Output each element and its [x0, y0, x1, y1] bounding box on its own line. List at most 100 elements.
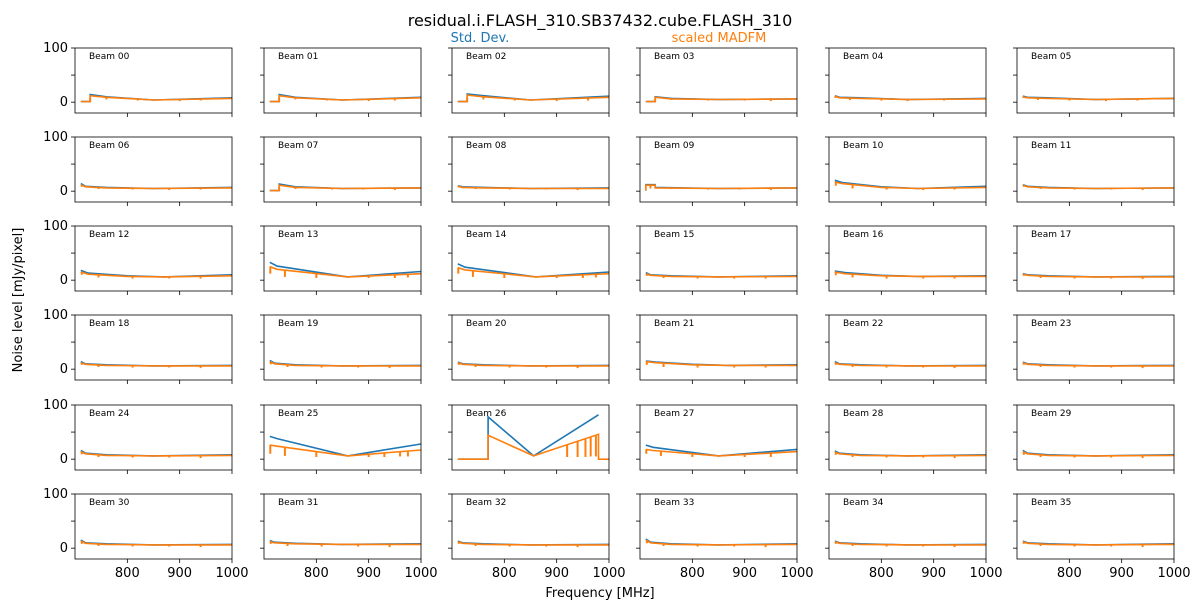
- x-tick-label: 900: [544, 566, 569, 581]
- axes-frame: [74, 404, 233, 471]
- x-tick-label: 800: [869, 566, 894, 581]
- y-tick-label: 100: [43, 219, 68, 234]
- beam-label: Beam 18: [89, 319, 130, 329]
- series-line-std-dev: [269, 261, 421, 278]
- axes-frame: [639, 314, 798, 381]
- axes-frame: [451, 404, 610, 471]
- beam-label: Beam 29: [1031, 409, 1072, 419]
- series-line-scaled-madfm: [834, 181, 986, 190]
- beam-panel: 800 900 1000 Beam 33: [636, 493, 814, 581]
- series-line-scaled-madfm: [645, 360, 797, 367]
- axes-frame: [828, 314, 987, 381]
- beam-label: Beam 08: [466, 141, 507, 151]
- beam-panel: Beam 28: [825, 404, 987, 474]
- series-line-scaled-madfm: [269, 94, 421, 103]
- series-line-scaled-madfm: [834, 540, 986, 546]
- axes-frame: [1016, 136, 1175, 203]
- y-tick-label: 0: [60, 362, 68, 377]
- beam-panel: 0 100 Beam 24: [43, 398, 233, 474]
- beam-label: Beam 25: [278, 409, 318, 419]
- panel-lines: [834, 270, 986, 279]
- panel-lines: [1022, 540, 1174, 548]
- beam-panel: Beam 20: [448, 314, 610, 384]
- beam-panel: Beam 11: [1013, 136, 1175, 206]
- axes-frame: [1016, 493, 1175, 560]
- beam-label: Beam 35: [1031, 498, 1071, 508]
- beam-panel: Beam 15: [636, 225, 798, 295]
- beam-label: Beam 30: [89, 498, 130, 508]
- axes-frame: [451, 136, 610, 203]
- panel-lines: [1022, 183, 1174, 191]
- series-line-scaled-madfm: [645, 448, 797, 457]
- beam-panel: Beam 10: [825, 136, 987, 206]
- series-line-scaled-madfm: [645, 539, 797, 546]
- beam-panel: Beam 07: [260, 136, 422, 206]
- beam-panel: Beam 09: [636, 136, 798, 206]
- beam-panel: 0 100 Beam 06: [43, 130, 233, 206]
- series-line-scaled-madfm: [1022, 184, 1174, 190]
- beam-panel: Beam 25: [260, 404, 422, 474]
- beam-label: Beam 22: [843, 319, 883, 329]
- panel-lines: [1022, 95, 1174, 102]
- y-tick-label: 0: [60, 273, 68, 288]
- beam-label: Beam 21: [654, 319, 694, 329]
- y-tick-label: 0: [60, 452, 68, 467]
- x-tick-label: 1000: [780, 566, 813, 581]
- beam-label: Beam 31: [278, 498, 318, 508]
- beam-panel: 800 900 1000 Beam 34: [825, 493, 1003, 581]
- axes-frame: [828, 47, 987, 114]
- y-tick-label: 100: [43, 41, 68, 56]
- x-tick-label: 1000: [215, 566, 248, 581]
- beam-label: Beam 15: [654, 230, 694, 240]
- panel-lines: [457, 540, 609, 548]
- axes-frame: [1016, 314, 1175, 381]
- beam-panel: 0 100 Beam 12: [43, 219, 233, 295]
- series-line-std-dev: [269, 435, 421, 457]
- series-line-scaled-madfm: [269, 184, 421, 192]
- y-tick-label: 100: [43, 398, 68, 413]
- y-tick-label: 100: [43, 130, 68, 145]
- axes-frame: [263, 404, 422, 471]
- series-line-scaled-madfm: [834, 361, 986, 367]
- beam-label: Beam 05: [1031, 52, 1071, 62]
- series-line-scaled-madfm: [457, 94, 609, 103]
- series-line-scaled-madfm: [80, 94, 232, 103]
- panel-lines: [645, 95, 797, 103]
- series-line-scaled-madfm: [834, 451, 986, 457]
- beam-panel: 800 900 1000 Beam 31: [260, 493, 438, 581]
- axes-frame: [263, 314, 422, 381]
- axes-frame: [74, 314, 233, 381]
- x-tick-label: 800: [304, 566, 329, 581]
- axes-frame: [639, 225, 798, 292]
- figure-title: residual.i.FLASH_310.SB37432.cube.FLASH_…: [408, 11, 793, 31]
- y-tick-label: 0: [60, 541, 68, 556]
- axes-frame: [451, 493, 610, 560]
- panel-lines: [269, 183, 421, 192]
- beam-label: Beam 34: [843, 498, 884, 508]
- series-line-std-dev: [457, 263, 609, 278]
- x-tick-label: 1000: [1157, 566, 1190, 581]
- beam-label: Beam 06: [89, 141, 130, 151]
- y-tick-label: 100: [43, 308, 68, 323]
- series-line-scaled-madfm: [80, 450, 232, 457]
- beam-label: Beam 24: [89, 409, 130, 419]
- beam-label: Beam 13: [278, 230, 318, 240]
- panel-lines: [457, 93, 609, 103]
- beam-label: Beam 27: [654, 409, 694, 419]
- axes-frame: [1016, 47, 1175, 114]
- beam-label: Beam 02: [466, 52, 506, 62]
- beam-panel: 800 900 1000 Beam 32: [448, 493, 626, 581]
- axes-frame: [74, 225, 233, 292]
- panel-lines: [269, 93, 421, 103]
- beam-panel: Beam 01: [260, 47, 422, 117]
- series-line-scaled-madfm: [80, 540, 232, 546]
- x-tick-label: 800: [680, 566, 705, 581]
- series-line-scaled-madfm: [457, 185, 609, 190]
- panel-lines: [269, 539, 421, 548]
- x-axis-label: Frequency [MHz]: [545, 586, 654, 600]
- x-tick-label: 800: [492, 566, 517, 581]
- series-line-scaled-madfm: [645, 96, 797, 103]
- x-tick-label: 900: [356, 566, 381, 581]
- panel-lines: [80, 539, 232, 548]
- axes-frame: [263, 493, 422, 560]
